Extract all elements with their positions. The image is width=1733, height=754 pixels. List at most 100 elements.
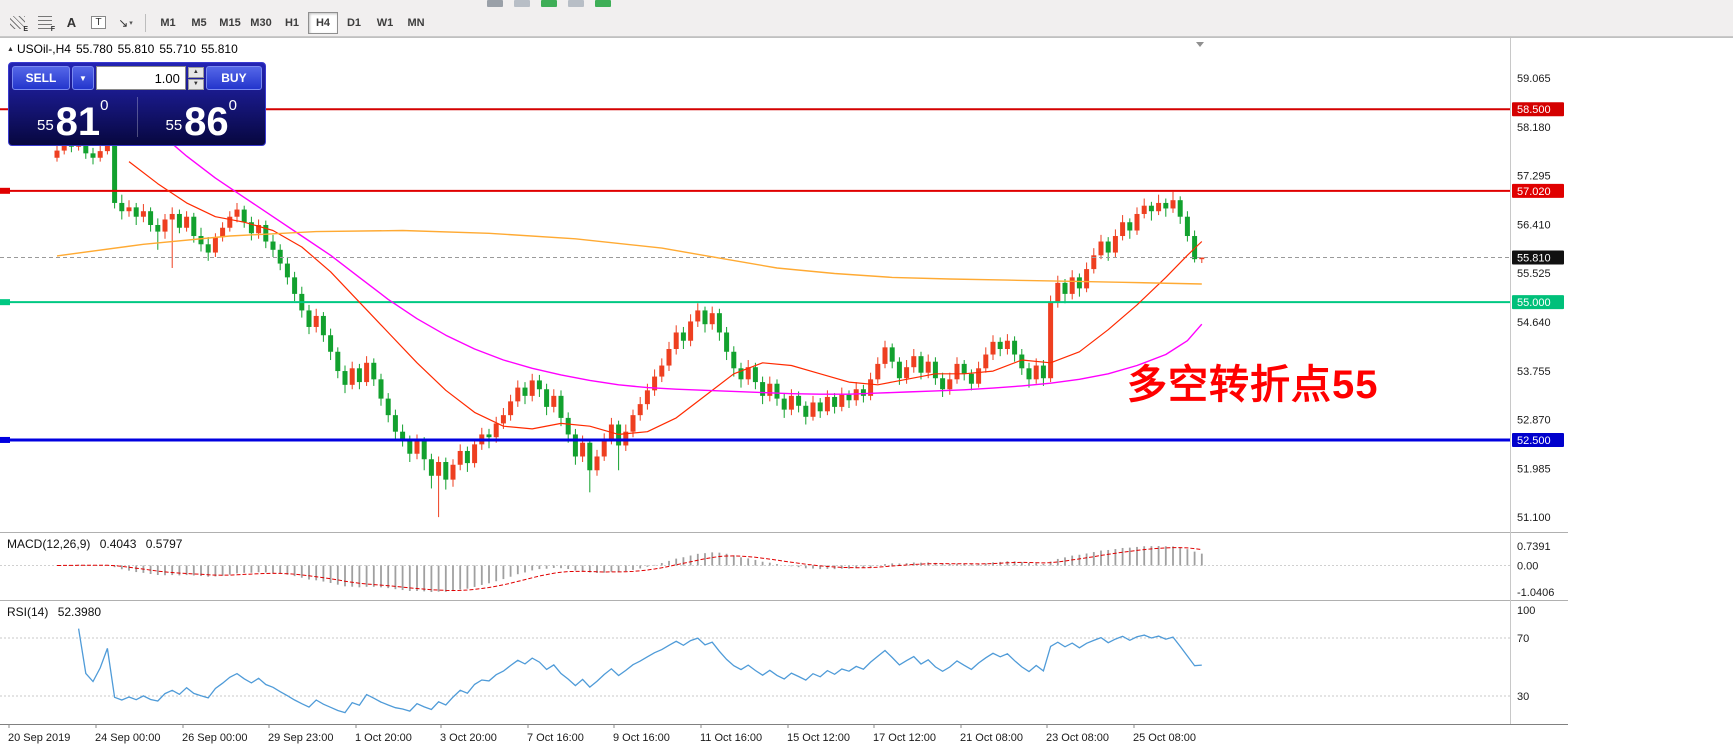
symbol-name: USOil-,H4 bbox=[16, 42, 71, 56]
quote-prices: 55 81 0 55 86 0 bbox=[9, 93, 265, 145]
ma-mid-line[interactable] bbox=[99, 86, 1203, 395]
ohlc-low: 55.710 bbox=[159, 42, 197, 56]
volume-spinner: ▲ ▼ bbox=[187, 66, 204, 90]
svg-text:7 Oct 16:00: 7 Oct 16:00 bbox=[527, 732, 584, 744]
toolbar-separator bbox=[145, 13, 146, 32]
timeframe-H1[interactable]: H1 bbox=[277, 12, 307, 34]
dropdown-caret-icon: ▾ bbox=[129, 19, 133, 27]
svg-text:29 Sep 23:00: 29 Sep 23:00 bbox=[268, 732, 333, 744]
svg-text:51.985: 51.985 bbox=[1517, 463, 1551, 475]
ohlc-open: 55.780 bbox=[75, 42, 113, 56]
svg-text:-1.0406: -1.0406 bbox=[1517, 587, 1554, 599]
macd-histogram bbox=[63, 546, 1203, 592]
hline-52.500[interactable] bbox=[0, 436, 1510, 443]
toolbar: E F A T ↘ ▾ M1 M5 M15 M30 H1 H4 D1 W1 MN bbox=[0, 9, 1733, 37]
rsi-axis[interactable]: 100 70 30 bbox=[1517, 605, 1535, 703]
macd-signal-line bbox=[56, 547, 1202, 592]
timeframe-D1[interactable]: D1 bbox=[339, 12, 369, 34]
svg-text:55.525: 55.525 bbox=[1517, 268, 1551, 280]
price-axis[interactable]: 59.065 58.180 57.295 56.410 55.525 54.640 53.7… bbox=[1512, 73, 1564, 524]
svg-text:25 Oct 08:00: 25 Oct 08:00 bbox=[1133, 732, 1196, 744]
buy-price[interactable]: 55 86 0 bbox=[165, 97, 238, 145]
ohlc-close: 55.810 bbox=[201, 42, 238, 56]
rsi-label: RSI(14) 52.3980 bbox=[7, 605, 102, 619]
svg-text:51.100: 51.100 bbox=[1517, 512, 1551, 524]
diagonal-lines-glyph bbox=[10, 16, 25, 29]
volume-input[interactable] bbox=[95, 66, 186, 90]
scroll-marker-icon bbox=[1196, 42, 1204, 47]
svg-text:52.500: 52.500 bbox=[1517, 435, 1551, 447]
svg-text:0.7391: 0.7391 bbox=[1517, 541, 1551, 553]
svg-text:21 Oct 08:00: 21 Oct 08:00 bbox=[960, 732, 1023, 744]
ma-fast-line[interactable] bbox=[128, 161, 1203, 435]
svg-text:70: 70 bbox=[1517, 633, 1529, 645]
cropped-icon bbox=[487, 0, 503, 7]
sell-button[interactable]: SELL bbox=[12, 66, 70, 90]
price-divider bbox=[136, 97, 138, 137]
svg-text:20 Sep 2019: 20 Sep 2019 bbox=[8, 732, 70, 744]
timeframe-M1[interactable]: M1 bbox=[153, 12, 183, 34]
cropped-icon bbox=[514, 0, 530, 7]
trade-panel-dropdown[interactable]: ▼ bbox=[71, 66, 94, 90]
hline-55.000[interactable] bbox=[0, 299, 1510, 306]
rsi-line bbox=[77, 628, 1202, 714]
timeframe-M30[interactable]: M30 bbox=[246, 12, 276, 34]
svg-text:57.020: 57.020 bbox=[1517, 186, 1551, 198]
equidistant-channel-icon[interactable]: E bbox=[4, 12, 31, 34]
one-click-trading-panel: SELL ▼ ▲ ▼ BUY 55 81 0 55 86 0 bbox=[8, 62, 266, 146]
svg-text:55.810: 55.810 bbox=[1517, 253, 1551, 265]
svg-text:100: 100 bbox=[1517, 605, 1535, 617]
svg-text:58.180: 58.180 bbox=[1517, 122, 1551, 134]
grid-glyph bbox=[37, 16, 52, 29]
rsi-value: 52.3980 bbox=[57, 605, 102, 619]
symbol-marker-icon: ▲ bbox=[7, 46, 14, 53]
svg-text:23 Oct 08:00: 23 Oct 08:00 bbox=[1046, 732, 1109, 744]
chart-annotation[interactable]: 多空转折点55 bbox=[1127, 363, 1379, 407]
macd-signal-value: 0.5797 bbox=[145, 537, 183, 551]
buy-button[interactable]: BUY bbox=[205, 66, 262, 90]
cropped-toolbar-row bbox=[0, 0, 1733, 9]
svg-text:58.500: 58.500 bbox=[1517, 104, 1551, 116]
timeframe-H4[interactable]: H4 bbox=[308, 11, 338, 34]
svg-text:24 Sep 00:00: 24 Sep 00:00 bbox=[95, 732, 160, 744]
chart-header: ▲ USOil-,H4 55.780 55.810 55.710 55.810 bbox=[7, 42, 238, 56]
svg-text:26 Sep 00:00: 26 Sep 00:00 bbox=[182, 732, 247, 744]
macd-main-value: 0.4043 bbox=[99, 537, 137, 551]
volume-decrease-button[interactable]: ▼ bbox=[187, 78, 204, 90]
svg-text:3 Oct 20:00: 3 Oct 20:00 bbox=[440, 732, 497, 744]
timeframe-M5[interactable]: M5 bbox=[184, 12, 214, 34]
hline-57.020[interactable] bbox=[0, 187, 1510, 194]
sell-price[interactable]: 55 81 0 bbox=[36, 97, 109, 145]
macd-axis[interactable]: 0.7391 0.00 -1.0406 bbox=[1517, 541, 1554, 599]
volume-increase-button[interactable]: ▲ bbox=[187, 66, 204, 78]
macd-label: MACD(12,26,9) 0.4043 0.5797 bbox=[7, 537, 183, 551]
svg-text:52.870: 52.870 bbox=[1517, 415, 1551, 427]
timeframe-bar: M1 M5 M15 M30 H1 H4 D1 W1 MN bbox=[153, 11, 431, 34]
svg-text:30: 30 bbox=[1517, 691, 1529, 703]
ma-slow-line[interactable] bbox=[56, 229, 1202, 285]
svg-text:55.000: 55.000 bbox=[1517, 297, 1551, 309]
cropped-icon bbox=[595, 0, 611, 7]
time-axis[interactable]: 20 Sep 2019 24 Sep 00:00 26 Sep 00:00 29 Se… bbox=[8, 724, 1196, 744]
svg-text:15 Oct 12:00: 15 Oct 12:00 bbox=[787, 732, 850, 744]
arrows-icon[interactable]: ↘ ▾ bbox=[112, 12, 139, 34]
svg-text:9 Oct 16:00: 9 Oct 16:00 bbox=[613, 732, 670, 744]
svg-text:54.640: 54.640 bbox=[1517, 317, 1551, 329]
timeframe-M15[interactable]: M15 bbox=[215, 12, 245, 34]
text-label-icon[interactable]: T bbox=[85, 12, 112, 34]
timeframe-MN[interactable]: MN bbox=[401, 12, 431, 34]
timeframe-W1[interactable]: W1 bbox=[370, 12, 400, 34]
candles-layer bbox=[54, 121, 1205, 518]
svg-text:56.410: 56.410 bbox=[1517, 219, 1551, 231]
svg-text:11 Oct 16:00: 11 Oct 16:00 bbox=[700, 732, 762, 744]
fibonacci-icon[interactable]: F bbox=[31, 12, 58, 34]
svg-text:57.295: 57.295 bbox=[1517, 171, 1551, 183]
text-icon[interactable]: A bbox=[58, 12, 85, 34]
svg-text:53.755: 53.755 bbox=[1517, 366, 1551, 378]
svg-text:1 Oct 20:00: 1 Oct 20:00 bbox=[355, 732, 412, 744]
rsi-panel bbox=[0, 628, 1510, 714]
panel-borders bbox=[0, 37, 1733, 725]
cropped-icon bbox=[541, 0, 557, 7]
cropped-icon bbox=[568, 0, 584, 7]
